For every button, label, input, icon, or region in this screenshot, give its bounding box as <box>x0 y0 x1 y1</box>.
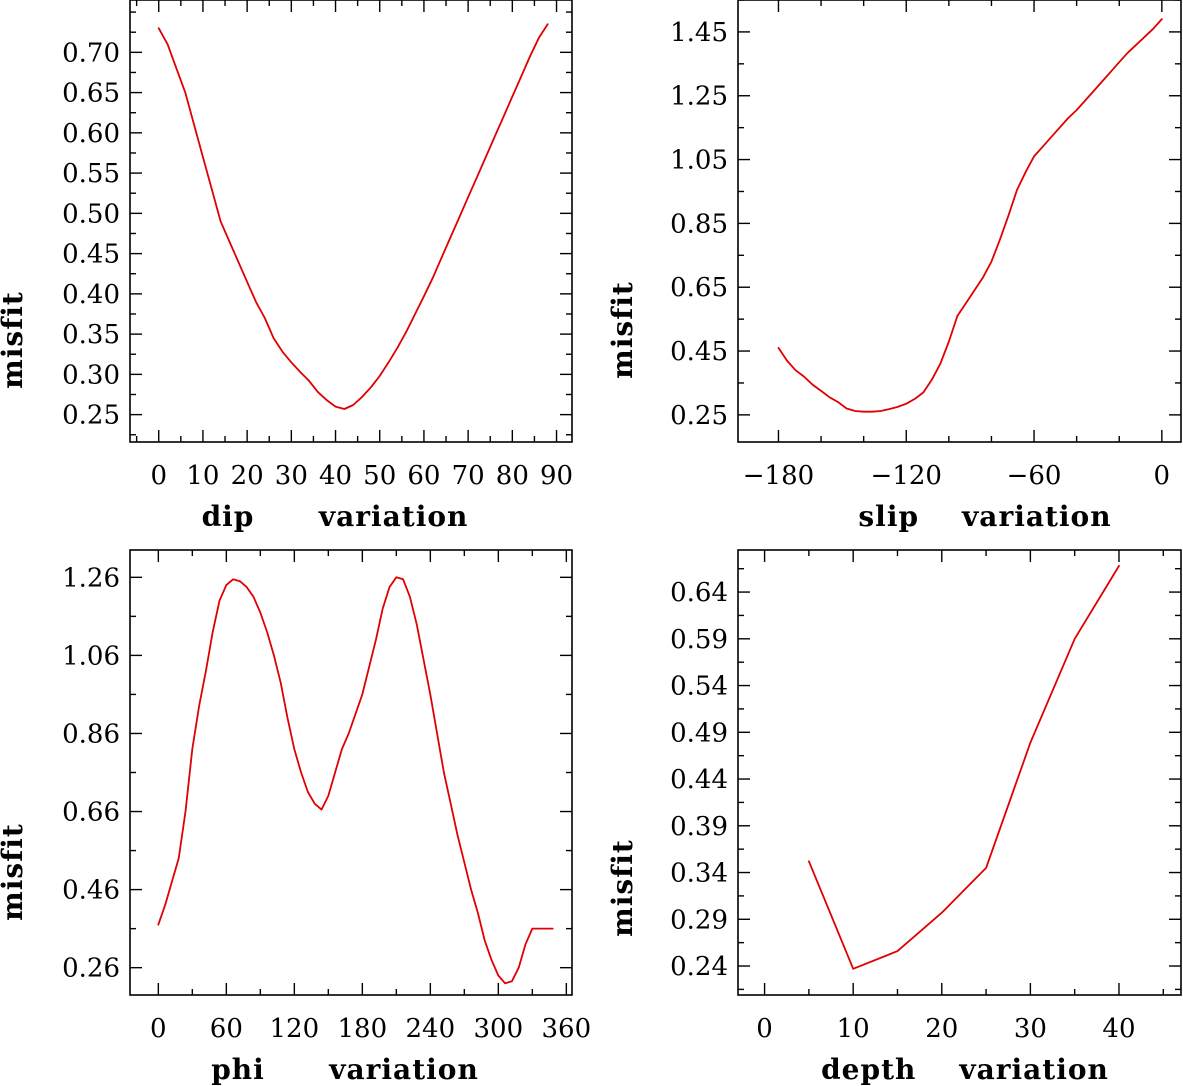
y-tick-label: 0.45 <box>62 240 120 270</box>
x-tick-label: 360 <box>542 1014 592 1044</box>
chart-phi: 0 60 120 180 240 300 360 0.26 0.46 0.66 0.86 1.06 1.… <box>0 549 592 1086</box>
y-tick-label: 0.65 <box>670 273 728 303</box>
x-tick-label: 0 <box>150 1014 167 1044</box>
y-axis-label: misfit <box>0 291 29 389</box>
y-tick-label: 0.59 <box>670 625 728 655</box>
y-axis-label: misfit <box>0 823 29 921</box>
y-tick-label: 0.44 <box>670 765 728 795</box>
x-tick-label: 30 <box>275 461 308 491</box>
plot-frame <box>737 549 1182 996</box>
x-tick-label: 50 <box>363 461 396 491</box>
x-tick-label: 40 <box>1102 1014 1135 1044</box>
chart-dip: 0 10 20 30 40 50 60 70 80 90 0.25 0.30 0.35 0.40 0.45 0… <box>0 0 573 533</box>
y-tick-label: 0.66 <box>62 798 120 828</box>
x-tick-label: 0 <box>756 1014 773 1044</box>
y-tick-label: 0.85 <box>670 209 728 239</box>
y-tick-label: 0.49 <box>670 718 728 748</box>
y-tick-label: 0.50 <box>62 199 120 229</box>
y-tick-label: 0.24 <box>670 952 728 982</box>
y-tick-label: 1.05 <box>670 146 728 176</box>
chart-slip: −180 −120 −60 0 0.25 0.45 0.65 0.85 1.05 1.25 1.45… <box>606 0 1182 533</box>
x-tick-label: 180 <box>338 1014 388 1044</box>
y-tick-label: 0.64 <box>670 578 728 608</box>
y-axis-label: misfit <box>606 839 639 937</box>
y-tick-label: 0.60 <box>62 119 120 149</box>
x-tick-label: 10 <box>186 461 219 491</box>
series-line-misfit <box>777 18 1163 413</box>
x-tick-label: 240 <box>406 1014 456 1044</box>
x-axis-label: phi variation <box>211 1053 479 1086</box>
x-tick-label: 20 <box>231 461 264 491</box>
y-tick-label: 0.34 <box>670 859 728 889</box>
series-line-misfit <box>808 565 1120 970</box>
plot-frame <box>129 549 573 996</box>
x-tick-label: 60 <box>407 461 440 491</box>
y-tick-label: 1.45 <box>670 18 728 48</box>
x-tick-label: 20 <box>925 1014 958 1044</box>
y-tick-label: 0.35 <box>62 320 120 350</box>
x-tick-label: 0 <box>150 461 167 491</box>
y-axis-label: misfit <box>606 281 639 379</box>
x-tick-label: 40 <box>319 461 352 491</box>
x-tick-label: −60 <box>1007 461 1062 491</box>
series-line-misfit <box>157 576 554 985</box>
y-tick-label: 0.25 <box>670 401 728 431</box>
y-tick-label: 0.26 <box>62 954 120 984</box>
x-tick-label: 70 <box>452 461 485 491</box>
x-tick-label: 90 <box>540 461 573 491</box>
plot-frame <box>737 0 1182 443</box>
x-axis-label: depth variation <box>821 1053 1109 1086</box>
x-tick-label: 30 <box>1014 1014 1047 1044</box>
y-tick-label: 0.55 <box>62 159 120 189</box>
series-line-misfit <box>157 23 549 410</box>
y-tick-label: 0.39 <box>670 812 728 842</box>
y-tick-label: 0.25 <box>62 401 120 431</box>
plot-frame <box>129 0 573 443</box>
x-axis-label: slip variation <box>858 500 1111 533</box>
x-axis-label: dip variation <box>202 500 469 533</box>
x-tick-label: −180 <box>743 461 814 491</box>
y-tick-label: 0.29 <box>670 905 728 935</box>
x-tick-label: 0 <box>1154 461 1171 491</box>
x-tick-label: 10 <box>837 1014 870 1044</box>
y-tick-label: 0.86 <box>62 719 120 749</box>
x-tick-label: 60 <box>210 1014 243 1044</box>
y-tick-label: 0.46 <box>62 876 120 906</box>
x-tick-label: 120 <box>270 1014 320 1044</box>
chart-depth: 0 10 20 30 40 0.24 0.29 0.34 0.39 0.44 0.49 0.54 0.5… <box>606 549 1182 1086</box>
x-tick-label: −120 <box>871 461 942 491</box>
y-tick-label: 0.70 <box>62 38 120 68</box>
y-tick-label: 1.06 <box>62 641 120 671</box>
y-tick-label: 0.65 <box>62 79 120 109</box>
y-tick-label: 1.25 <box>670 82 728 112</box>
y-tick-label: 0.40 <box>62 280 120 310</box>
y-tick-label: 0.54 <box>670 672 728 702</box>
y-tick-label: 0.45 <box>670 337 728 367</box>
y-tick-label: 0.30 <box>62 360 120 390</box>
y-tick-label: 1.26 <box>62 563 120 593</box>
x-tick-label: 300 <box>474 1014 524 1044</box>
x-tick-label: 80 <box>496 461 529 491</box>
